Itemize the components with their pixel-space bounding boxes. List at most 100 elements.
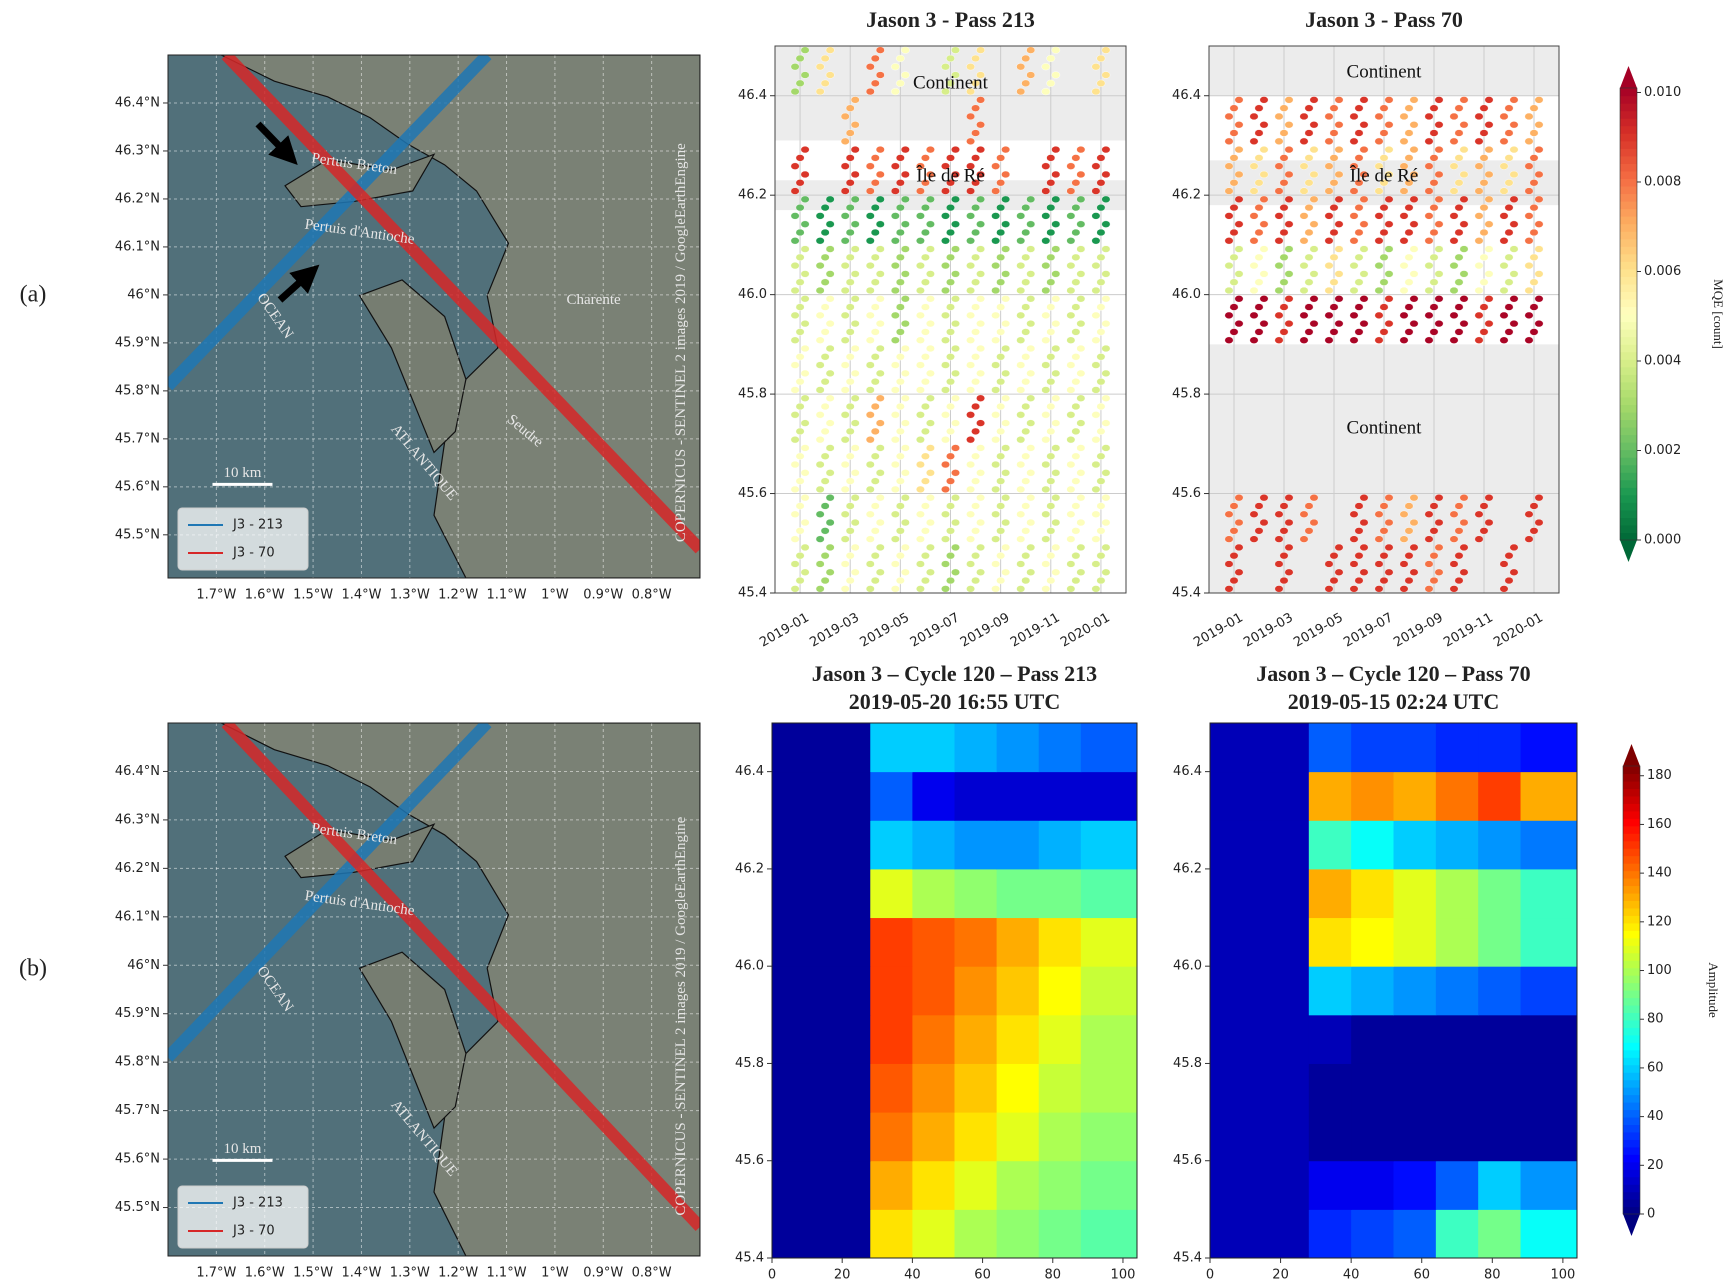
data-point — [1504, 154, 1514, 162]
heat-cell — [1351, 1063, 1394, 1113]
data-point — [865, 386, 875, 394]
data-point — [971, 104, 980, 112]
heat-cell — [1210, 917, 1310, 967]
data-point — [991, 187, 1001, 195]
island — [358, 279, 467, 454]
data-point — [971, 278, 980, 286]
arrow — [277, 264, 320, 303]
heat-cell — [1080, 1112, 1137, 1162]
data-point — [1046, 427, 1056, 435]
colorbar-step — [1620, 329, 1637, 338]
data-point — [875, 195, 885, 203]
heat-cell — [1393, 1160, 1437, 1210]
data-point — [1249, 187, 1259, 195]
colorbar-frame — [1622, 765, 1641, 1215]
data-point — [790, 460, 800, 469]
data-point — [1504, 129, 1514, 137]
data-point — [825, 220, 835, 228]
data-point — [1434, 220, 1444, 228]
data-point — [1324, 237, 1334, 245]
data-point — [1309, 295, 1319, 303]
data-point — [1534, 121, 1544, 129]
data-point — [815, 386, 825, 394]
x-tick-label: 1.5°W — [293, 588, 333, 603]
data-point — [895, 427, 905, 435]
data-point — [966, 112, 975, 121]
data-point — [1016, 411, 1026, 419]
data-point — [875, 220, 885, 228]
data-point — [815, 411, 825, 419]
colorbar-step — [1623, 900, 1640, 909]
data-point — [1379, 278, 1389, 286]
data-point — [976, 469, 985, 477]
data-point — [1021, 552, 1031, 560]
heat-cell — [1435, 771, 1479, 821]
data-point — [1304, 278, 1314, 286]
data-point — [1041, 262, 1051, 270]
data-point — [1091, 460, 1101, 469]
data-point — [1429, 527, 1439, 535]
colorbar-step — [1623, 1004, 1640, 1013]
data-point — [1101, 195, 1111, 203]
data-point — [996, 278, 1006, 286]
data-point — [1484, 121, 1494, 129]
data-point — [845, 328, 855, 336]
heat-cell — [1393, 1063, 1437, 1113]
data-point — [1374, 560, 1384, 568]
heat-cell — [772, 820, 871, 870]
data-point — [976, 444, 985, 452]
data-point — [1046, 154, 1056, 162]
data-point — [1016, 262, 1026, 270]
panel-label: (b) — [19, 956, 47, 982]
data-point — [820, 452, 830, 460]
data-point — [1046, 179, 1056, 187]
data-point — [991, 262, 1001, 270]
colorbar-step — [1623, 1176, 1640, 1185]
data-point — [1459, 245, 1469, 253]
data-point — [1379, 576, 1389, 585]
data-point — [951, 543, 960, 552]
data-point — [875, 320, 885, 328]
data-point — [1424, 112, 1434, 121]
data-point — [991, 485, 1001, 494]
data-point — [941, 460, 950, 469]
data-point — [1071, 253, 1081, 261]
data-point — [850, 543, 860, 552]
data-point — [1026, 270, 1036, 278]
data-point — [790, 560, 800, 568]
data-point — [971, 353, 980, 361]
data-point — [1249, 535, 1259, 543]
data-point — [1474, 187, 1484, 195]
data-point — [1046, 353, 1056, 361]
data-point — [865, 286, 875, 295]
data-point — [1066, 560, 1076, 568]
data-point — [1484, 145, 1494, 154]
data-point — [1329, 552, 1339, 560]
data-point — [926, 220, 935, 228]
data-point — [946, 402, 955, 411]
colorbar-step — [1623, 1012, 1640, 1021]
data-point — [790, 411, 800, 419]
data-point — [966, 237, 975, 245]
data-point — [1524, 311, 1534, 319]
data-point — [971, 79, 980, 87]
data-point — [900, 394, 910, 402]
data-point — [820, 54, 830, 63]
data-point — [825, 369, 835, 377]
data-point — [1066, 262, 1076, 270]
data-point — [921, 253, 930, 261]
frame — [167, 54, 701, 579]
data-point — [1076, 469, 1086, 477]
y-tick-label: 45.6 — [735, 1153, 764, 1168]
data-point — [850, 518, 860, 527]
data-point — [916, 336, 925, 344]
data-point — [1091, 560, 1101, 568]
heat-cell — [1435, 868, 1479, 919]
data-point — [1091, 63, 1101, 71]
colorbar-label: Amplitude — [1706, 962, 1721, 1018]
data-point — [1524, 162, 1534, 170]
data-point — [921, 576, 930, 585]
data-point — [1524, 535, 1534, 543]
data-point — [1249, 237, 1259, 245]
data-point — [1334, 195, 1344, 203]
